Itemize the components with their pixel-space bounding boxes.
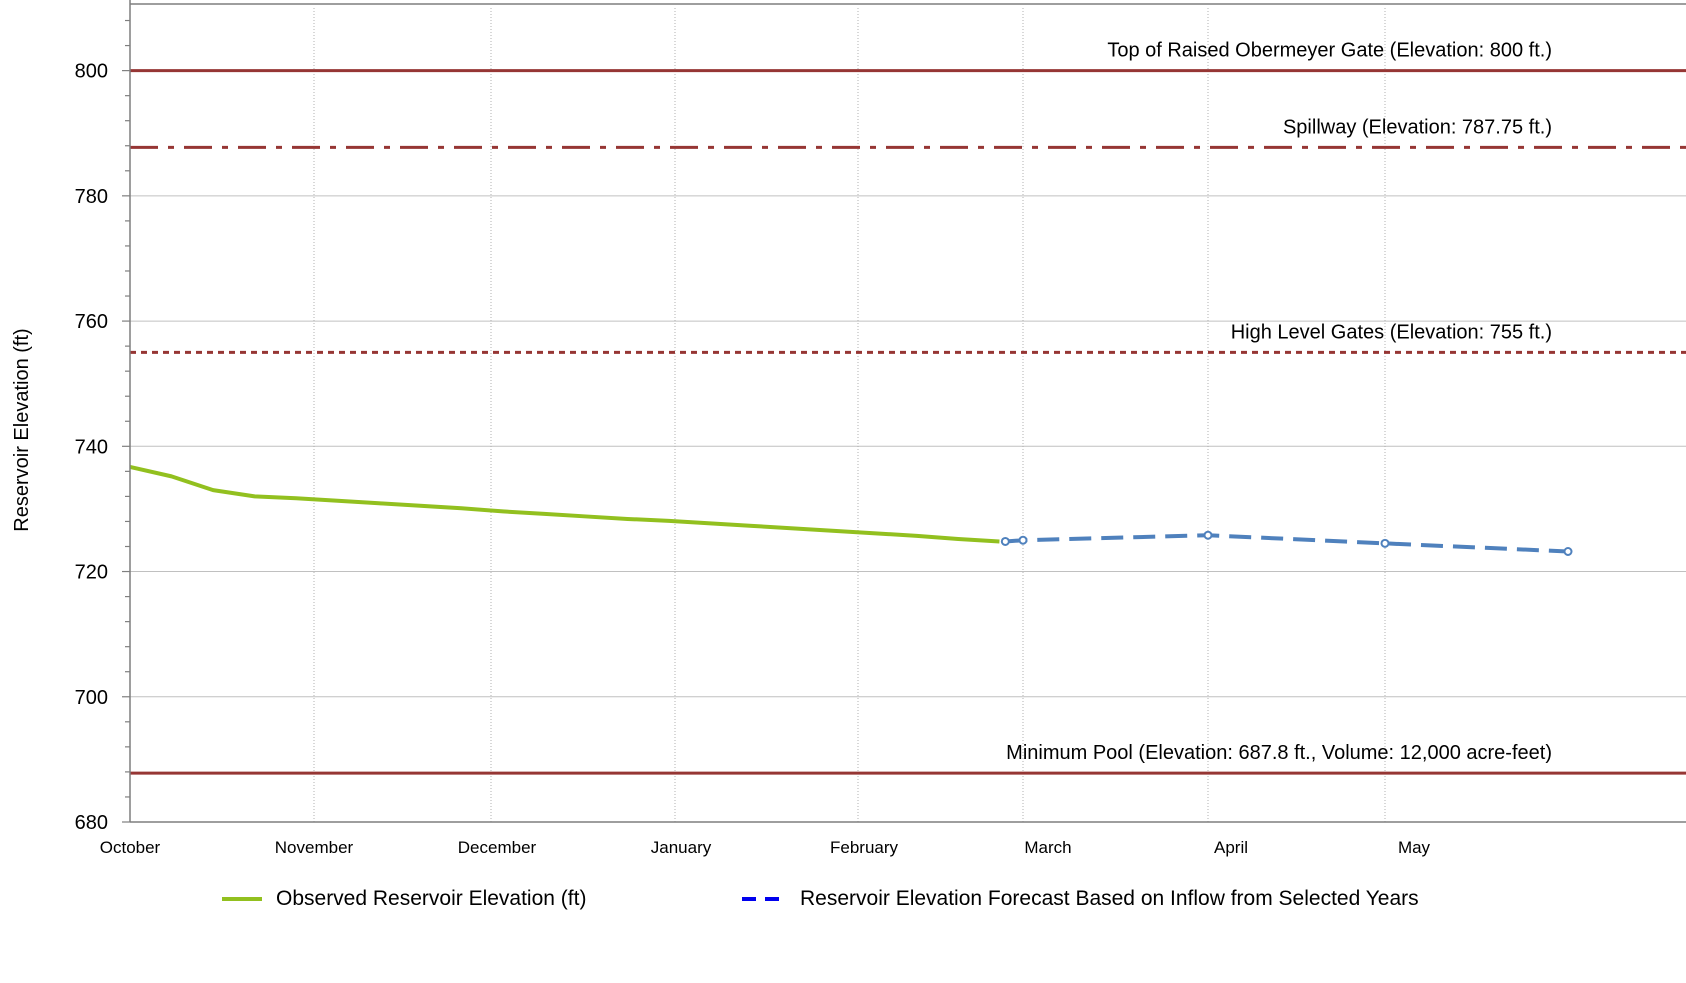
reference-lines: Top of Raised Obermeyer Gate (Elevation:… bbox=[130, 40, 1686, 775]
forecast-point bbox=[1563, 547, 1573, 557]
y-axis-label: Reservoir Elevation (ft) bbox=[11, 328, 33, 531]
legend-label-forecast: Reservoir Elevation Forecast Based on In… bbox=[800, 887, 1419, 910]
legend-label-observed: Observed Reservoir Elevation (ft) bbox=[276, 887, 587, 910]
y-tick-label: 760 bbox=[75, 311, 108, 333]
forecast-point bbox=[1203, 530, 1213, 540]
forecast-point bbox=[1000, 536, 1010, 546]
x-tick-label: April bbox=[1214, 838, 1248, 857]
y-tick-label: 780 bbox=[75, 186, 108, 208]
x-tick-label: November bbox=[275, 838, 354, 857]
forecast-point bbox=[1018, 535, 1028, 545]
legend-swatch-observed bbox=[222, 897, 262, 901]
x-tick-label: March bbox=[1024, 838, 1071, 857]
legend-swatch-forecast bbox=[742, 897, 786, 901]
reference-line-label: High Level Gates (Elevation: 755 ft.) bbox=[1231, 321, 1552, 343]
legend-item-observed: Observed Reservoir Elevation (ft) bbox=[222, 884, 586, 914]
x-tick-label: January bbox=[651, 838, 712, 857]
reference-line-label: Top of Raised Obermeyer Gate (Elevation:… bbox=[1107, 40, 1552, 62]
x-tick-label: October bbox=[100, 838, 161, 857]
series-layer bbox=[129, 465, 1573, 557]
x-tick-label: February bbox=[830, 838, 899, 857]
y-tick-label: 680 bbox=[75, 812, 108, 834]
axes: 680 700 720 740 760 780 800 October November Dece… bbox=[75, 0, 1686, 857]
forecast-point bbox=[1380, 538, 1390, 548]
y-tick-label: 740 bbox=[75, 436, 108, 458]
observed-series-line bbox=[129, 465, 1000, 544]
reference-line-label: Minimum Pool (Elevation: 687.8 ft., Volu… bbox=[1006, 742, 1552, 764]
y-tick-label: 800 bbox=[75, 61, 108, 83]
legend-item-forecast: Reservoir Elevation Forecast Based on In… bbox=[742, 884, 1419, 914]
x-tick-label: May bbox=[1398, 838, 1431, 857]
forecast-series-line bbox=[1005, 533, 1569, 554]
y-tick-label: 700 bbox=[75, 687, 108, 709]
reference-line-label: Spillway (Elevation: 787.75 ft.) bbox=[1283, 116, 1552, 138]
y-tick-label: 720 bbox=[75, 562, 108, 584]
x-tick-label: December bbox=[458, 838, 537, 857]
